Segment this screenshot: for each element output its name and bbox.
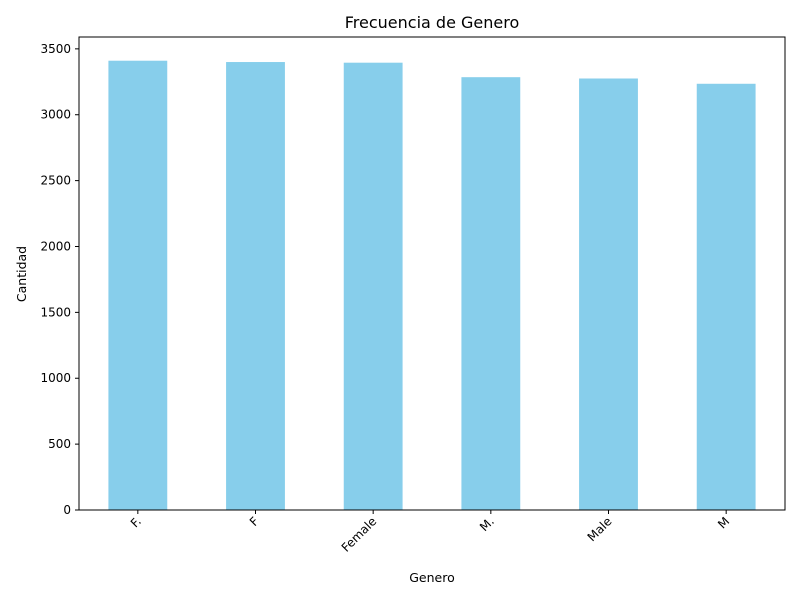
- y-tick-label: 2500: [40, 174, 71, 188]
- bar-m-5: [696, 83, 756, 510]
- x-tick-label: F: [247, 514, 262, 529]
- bars-group: [108, 60, 756, 511]
- bar-m-3: [461, 77, 521, 510]
- x-tick-label: F.: [128, 514, 144, 530]
- y-axis-label: Cantidad: [14, 246, 29, 302]
- x-tick-label: Female: [339, 514, 380, 555]
- chart-title: Frecuencia de Genero: [345, 13, 520, 32]
- bar-f-1: [226, 62, 285, 511]
- y-tick-label: 0: [63, 503, 71, 517]
- bar-female-2: [343, 62, 403, 510]
- bar-male-4: [579, 78, 638, 511]
- x-axis-label: Genero: [409, 570, 455, 585]
- x-tick-label: Male: [585, 514, 615, 544]
- bar-f-0: [108, 60, 168, 510]
- y-tick-label: 500: [48, 437, 71, 451]
- y-tick-label: 3000: [40, 108, 71, 122]
- y-tick-label: 3500: [40, 42, 71, 56]
- x-axis-ticks: F. F Female M. Male M: [128, 510, 732, 555]
- x-tick-label: M: [715, 514, 732, 531]
- y-tick-label: 2000: [40, 239, 71, 253]
- x-tick-label: M.: [477, 514, 497, 534]
- y-tick-label: 1000: [40, 371, 71, 385]
- y-tick-label: 1500: [40, 305, 71, 319]
- y-axis-ticks: 0 500 1000 1500 2000 2500 3000 3500: [40, 42, 79, 517]
- plot-frame: [78, 36, 786, 511]
